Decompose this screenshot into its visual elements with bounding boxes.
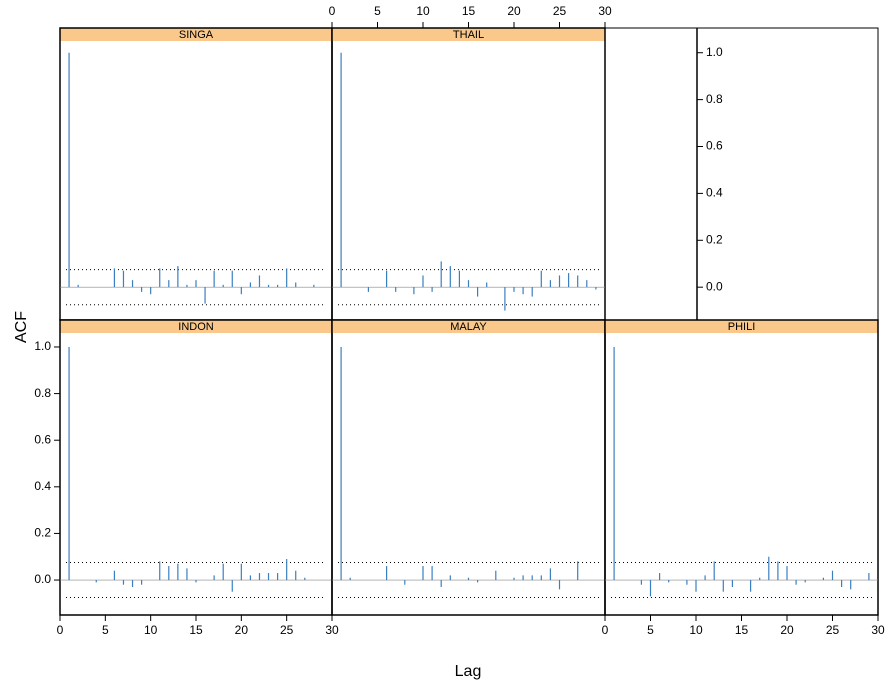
- x-tick-label: 30: [598, 4, 612, 18]
- panel-frame: [331, 319, 606, 616]
- y-tick-label: 0.2: [706, 232, 723, 246]
- x-tick-label: 30: [325, 623, 339, 637]
- x-tick-label: 20: [235, 623, 249, 637]
- y-axis-title: ACF: [13, 311, 30, 343]
- strip: [605, 320, 878, 333]
- x-tick-label: 5: [102, 623, 109, 637]
- x-tick-label: 25: [826, 623, 840, 637]
- panel-frame: [59, 27, 333, 321]
- strip: [60, 320, 332, 333]
- y-tick-label: 0.0: [34, 572, 51, 586]
- panel-frame: [604, 319, 879, 616]
- y-tick-label: 0.8: [706, 92, 723, 106]
- y-tick-label: 0.0: [706, 279, 723, 293]
- x-tick-label: 0: [57, 623, 64, 637]
- x-tick-label: 30: [871, 623, 885, 637]
- x-tick-label: 10: [689, 623, 703, 637]
- y-tick-label: 0.4: [34, 479, 51, 493]
- x-tick-label: 10: [144, 623, 158, 637]
- panel-frame: [59, 319, 333, 616]
- x-tick-label: 5: [374, 4, 381, 18]
- panel-title: INDON: [178, 321, 214, 333]
- y-tick-label: 0.8: [34, 386, 51, 400]
- x-tick-label: 25: [553, 4, 567, 18]
- y-tick-label: 1.0: [706, 45, 723, 59]
- x-axis-title: Lag: [455, 663, 482, 680]
- panel-frame: [331, 27, 606, 321]
- x-tick-label: 25: [280, 623, 294, 637]
- x-tick-label: 0: [602, 623, 609, 637]
- panel-title: THAIL: [453, 29, 484, 41]
- strip: [332, 28, 605, 41]
- x-tick-label: 0: [329, 4, 336, 18]
- y-tick-label: 0.6: [706, 139, 723, 153]
- x-tick-label: 20: [780, 623, 794, 637]
- x-tick-label: 10: [416, 4, 430, 18]
- panel-title: SINGA: [179, 29, 214, 41]
- y-tick-label: 0.2: [34, 526, 51, 540]
- x-tick-label: 15: [735, 623, 749, 637]
- y-tick-label: 0.6: [34, 432, 51, 446]
- x-tick-label: 20: [507, 4, 521, 18]
- panel-title: PHILI: [728, 321, 756, 333]
- empty-panel: [604, 27, 879, 321]
- strip: [332, 320, 605, 333]
- strip: [60, 28, 332, 41]
- y-tick-label: 0.4: [706, 186, 723, 200]
- panel-title: MALAY: [450, 321, 487, 333]
- x-tick-label: 5: [647, 623, 654, 637]
- x-tick-label: 15: [462, 4, 476, 18]
- y-tick-label: 1.0: [34, 339, 51, 353]
- x-tick-label: 15: [189, 623, 203, 637]
